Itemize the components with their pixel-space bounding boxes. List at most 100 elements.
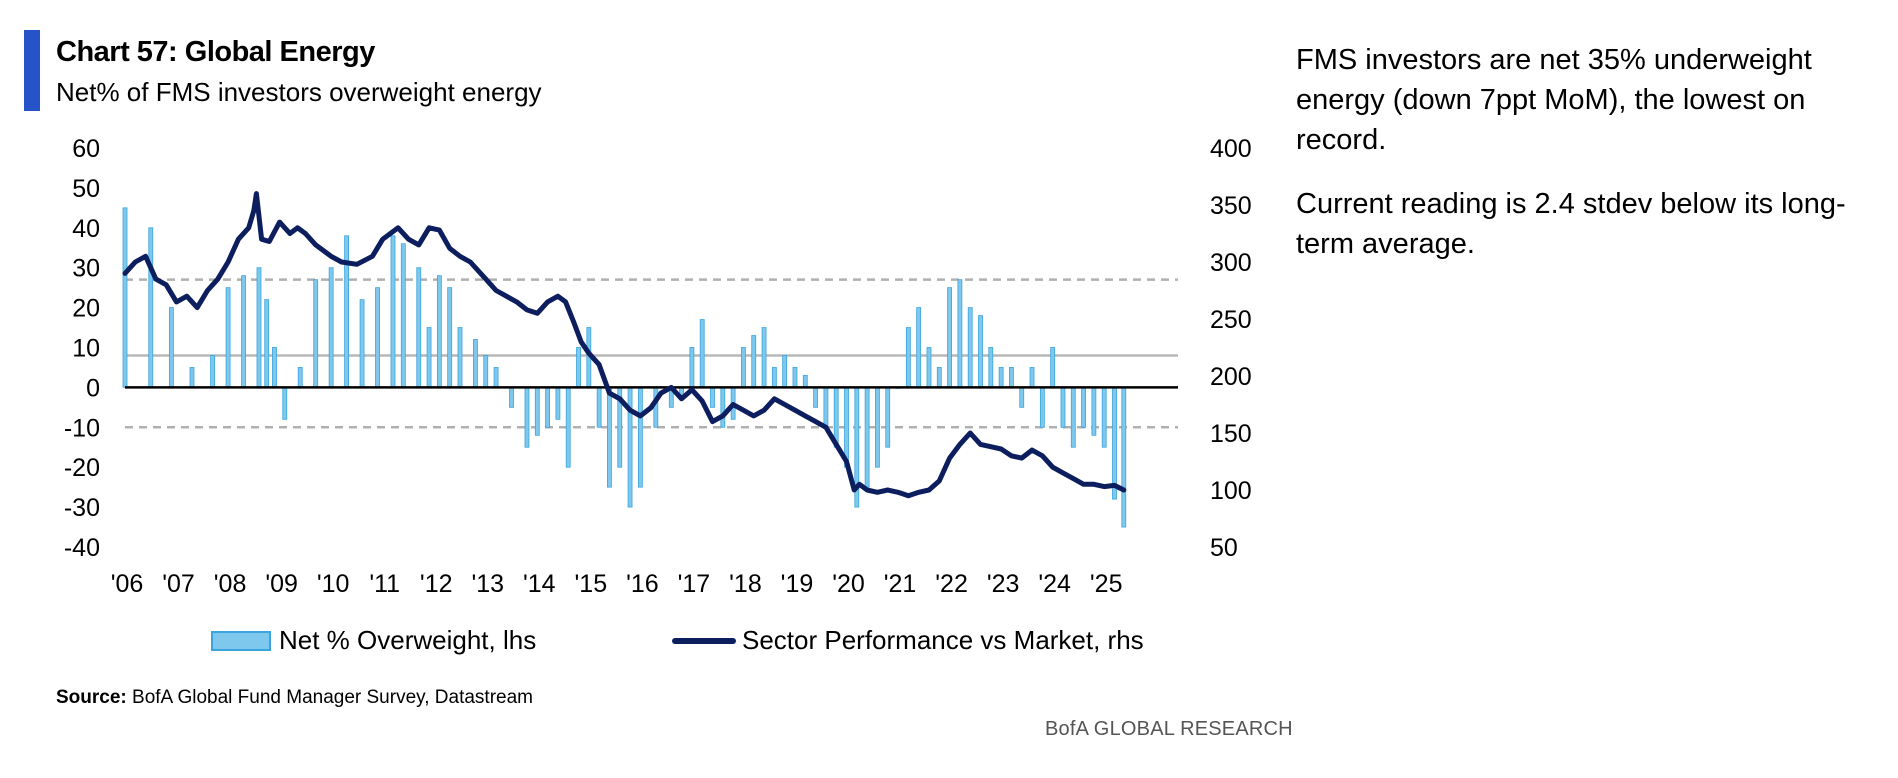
source-note: Source: BofA Global Fund Manager Survey,… <box>56 687 533 709</box>
bar <box>426 327 432 388</box>
bar <box>390 235 396 388</box>
bar <box>344 235 350 388</box>
bar <box>483 355 489 388</box>
y-right-tick-label: 50 <box>1210 534 1238 562</box>
bar <box>256 267 262 388</box>
bar <box>813 386 818 408</box>
bar <box>493 367 499 388</box>
accent-bar <box>24 30 40 111</box>
x-tick-label: '06 <box>111 570 144 598</box>
x-tick-label: '17 <box>678 570 711 598</box>
x-tick-label: '14 <box>523 570 556 598</box>
bar <box>555 386 561 420</box>
bar <box>823 386 829 428</box>
bar <box>1060 386 1066 428</box>
x-tick-label: '20 <box>832 570 865 598</box>
bar <box>565 386 571 468</box>
y-left-tick-label: 0 <box>86 374 100 402</box>
y-right-tick-label: 350 <box>1210 192 1252 220</box>
bar <box>720 386 726 428</box>
chart-title: Chart 57: Global Energy <box>56 36 375 68</box>
x-tick-label: '11 <box>369 570 400 598</box>
bar <box>947 287 952 388</box>
bar <box>297 367 303 388</box>
y-left-tick-label: -30 <box>64 494 100 522</box>
x-axis: '06 '07 '08 '09 '10 '11 '12 '13 '14 '15 '16 '17 '18 '… <box>111 570 1123 598</box>
bar <box>978 315 983 388</box>
bar <box>1112 386 1117 500</box>
performance-line <box>122 191 1127 499</box>
y-axis-right: 400 350 300 250 200 150 100 50 <box>1210 135 1252 562</box>
bar <box>241 275 246 388</box>
bar <box>375 287 380 388</box>
x-tick-label: '07 <box>162 570 195 598</box>
bar <box>802 375 808 388</box>
legend-item-bars: Net % Overweight, lhs <box>211 625 536 656</box>
brand-label: BofA GLOBAL RESEARCH <box>1045 718 1293 740</box>
x-tick-label: '22 <box>935 570 968 598</box>
y-left-tick-label: 10 <box>72 335 100 363</box>
y-right-tick-label: 250 <box>1210 306 1252 334</box>
y-right-tick-label: 200 <box>1210 363 1252 391</box>
x-tick-label: '10 <box>317 570 350 598</box>
bar <box>751 335 757 388</box>
bar <box>282 386 288 420</box>
commentary-paragraph-2: Current reading is 2.4 stdev below its l… <box>1296 188 1846 260</box>
bar <box>596 386 602 428</box>
x-tick-label: '08 <box>214 570 247 598</box>
bar <box>905 327 911 388</box>
bar <box>545 386 550 428</box>
bar <box>400 243 406 388</box>
legend-item-line: Sector Performance vs Market, rhs <box>672 625 1144 656</box>
x-tick-label: '18 <box>729 570 762 598</box>
reference-lines <box>125 278 1178 429</box>
bar <box>436 275 442 388</box>
legend-bar-label: Net % Overweight, lhs <box>279 625 537 655</box>
bar <box>988 347 994 388</box>
y-left-tick-label: 30 <box>72 255 100 283</box>
bar <box>210 355 216 388</box>
bar <box>771 367 777 388</box>
bar <box>699 319 705 388</box>
bar <box>936 367 942 388</box>
bar <box>272 347 277 388</box>
y-right-tick-label: 400 <box>1210 135 1252 163</box>
y-left-tick-label: 60 <box>72 135 100 163</box>
bar <box>998 367 1004 388</box>
bar <box>457 327 463 388</box>
bar <box>168 307 174 388</box>
bar <box>1019 386 1025 408</box>
bar <box>313 279 319 388</box>
source-text: BofA Global Fund Manager Survey, Datastr… <box>132 687 533 708</box>
bar <box>1039 386 1045 428</box>
source-label: Source: <box>56 687 127 708</box>
x-tick-label: '23 <box>987 570 1020 598</box>
x-tick-label: '15 <box>575 570 608 598</box>
bar <box>653 386 659 428</box>
bar <box>875 386 880 468</box>
bar <box>885 386 891 448</box>
bar <box>957 279 963 388</box>
bar <box>264 299 270 388</box>
bar-series <box>122 207 1127 528</box>
bar <box>1029 367 1035 388</box>
commentary-paragraph-1: FMS investors are net 35% underweight en… <box>1296 44 1812 156</box>
y-right-tick-label: 100 <box>1210 477 1252 505</box>
legend-line-swatch <box>672 637 736 644</box>
bar <box>782 355 788 388</box>
y-right-tick-label: 150 <box>1210 420 1252 448</box>
bar <box>189 367 195 388</box>
x-tick-label: '21 <box>884 570 917 598</box>
y-left-tick-label: 40 <box>72 215 100 243</box>
bar <box>1050 347 1056 388</box>
bar <box>637 386 643 488</box>
bar <box>741 347 746 388</box>
bar <box>576 347 581 388</box>
bar <box>359 299 365 388</box>
bar <box>916 307 922 388</box>
y-axis-left: 60 50 40 30 20 10 0 -10 -20 -30 -40 <box>64 135 100 562</box>
bar <box>122 207 128 388</box>
y-right-tick-label: 300 <box>1210 249 1252 277</box>
x-tick-label: '13 <box>471 570 504 598</box>
y-left-tick-label: -10 <box>64 414 100 442</box>
